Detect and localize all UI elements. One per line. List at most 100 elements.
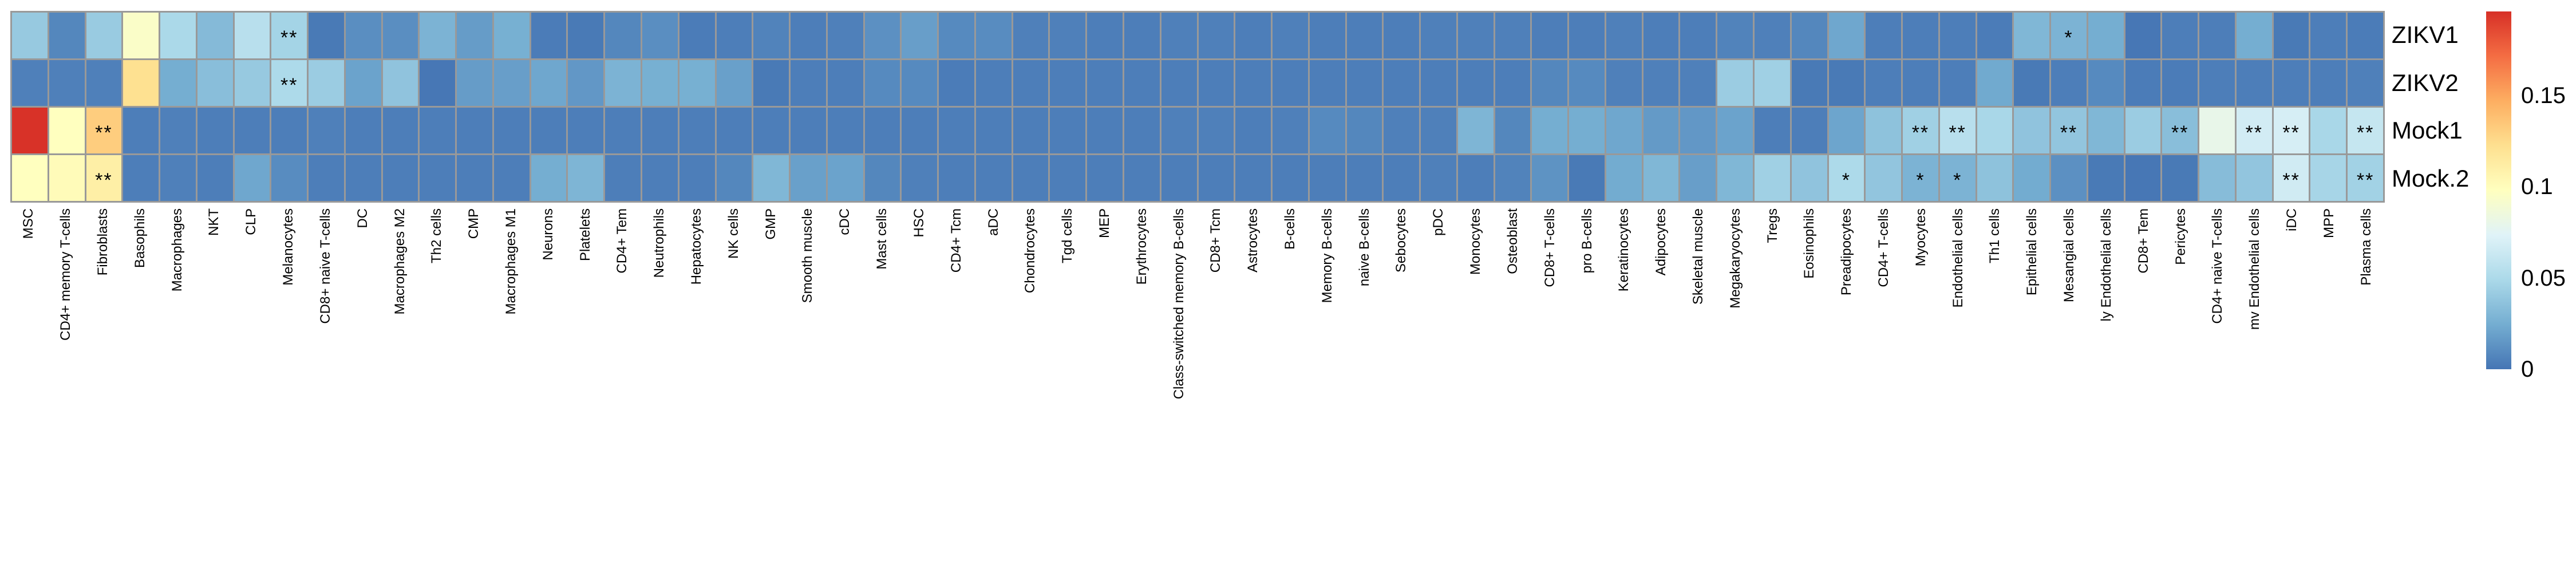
heatmap-cell: *: [1939, 155, 1976, 201]
heatmap-cell: [1013, 60, 1049, 106]
colorbar-tick-label: 0.15: [2521, 82, 2566, 108]
column-label-slot: Epithelial cells: [2014, 208, 2051, 552]
column-label: Eosinophils: [1801, 208, 1818, 279]
column-label: CD4+ memory T-cells: [58, 208, 74, 341]
heatmap-cell: [642, 13, 678, 58]
heatmap-cell: [2014, 60, 2050, 106]
column-label-slot: B-cells: [1272, 208, 1309, 552]
column-label-slot: Macrophages M1: [493, 208, 530, 552]
heatmap-cell: [1050, 108, 1086, 153]
column-label-slot: Hepatocytes: [678, 208, 716, 552]
heatmap-cell: [2273, 13, 2309, 58]
heatmap-cell: [1866, 155, 1902, 201]
heatmap-cell: [2088, 108, 2124, 153]
heatmap-cell: [1198, 13, 1234, 58]
heatmap-cell: [1421, 155, 1456, 201]
column-label-slot: Myocytes: [1902, 208, 1939, 552]
heatmap-cell: [2125, 155, 2161, 201]
heatmap-cell: [1791, 108, 1827, 153]
heatmap-cell: [1309, 60, 1345, 106]
column-label-slot: Endothelial cells: [1939, 208, 1977, 552]
heatmap-cell: [568, 108, 604, 153]
heatmap-cell: [827, 108, 863, 153]
column-label: B-cells: [1282, 208, 1298, 250]
heatmap-cell: [2162, 155, 2198, 201]
heatmap-cell: [716, 13, 752, 58]
heatmap-cell: [716, 108, 752, 153]
heatmap-cell: [160, 155, 196, 201]
heatmap-cell: [902, 60, 938, 106]
column-label-slot: Keratinocytes: [1606, 208, 1643, 552]
heatmap-cell: [1903, 60, 1938, 106]
heatmap-cell: [420, 13, 456, 58]
heatmap-cell: [939, 13, 974, 58]
heatmap-cell: [1643, 60, 1679, 106]
heatmap-cell: [2014, 108, 2050, 153]
heatmap-cell: [2348, 13, 2383, 58]
significance-marker: **: [95, 122, 113, 144]
column-label: Memory B-cells: [1319, 208, 1335, 303]
heatmap-cell: [1309, 13, 1345, 58]
heatmap-cell: [753, 108, 789, 153]
heatmap-cell: [902, 108, 938, 153]
heatmap-cell: [605, 60, 641, 106]
heatmap-cell: [864, 60, 900, 106]
heatmap-cell: **: [271, 60, 307, 106]
heatmap-cell: [2199, 13, 2235, 58]
significance-marker: **: [2282, 169, 2300, 191]
heatmap-cell: [493, 108, 530, 153]
column-label-slot: Neurons: [530, 208, 567, 552]
column-label: CD4+ T-cells: [1876, 208, 1892, 287]
heatmap-cell: [1087, 13, 1123, 58]
heatmap-cell: [309, 108, 344, 153]
column-label: ly Endothelial cells: [2098, 208, 2114, 322]
column-label-slot: Monocytes: [1457, 208, 1495, 552]
heatmap-cell: [1161, 60, 1197, 106]
column-label-slot: CD4+ memory T-cells: [48, 208, 85, 552]
column-label: MPP: [2321, 208, 2337, 239]
colorbar-gradient: [2486, 11, 2511, 369]
heatmap-cell: [49, 108, 85, 153]
significance-marker: *: [2064, 27, 2073, 49]
heatmap-cell: [531, 155, 567, 201]
heatmap-cell: [1457, 108, 1494, 153]
heatmap-cell: [1087, 155, 1123, 201]
heatmap-cell: [457, 155, 492, 201]
column-label: DC: [354, 208, 370, 228]
heatmap-cell: [345, 108, 381, 153]
column-label-slot: CD4+ T-cells: [1866, 208, 1903, 552]
column-label: Plasma cells: [2358, 208, 2374, 286]
heatmap-cell: [1346, 60, 1382, 106]
heatmap-cell: **: [2273, 155, 2309, 201]
column-label: Smooth muscle: [800, 208, 816, 303]
column-label: Adipocytes: [1653, 208, 1669, 276]
column-label: naive B-cells: [1356, 208, 1372, 287]
heatmap-cell: **: [2236, 108, 2272, 153]
heatmap-cell: [1457, 155, 1494, 201]
column-label: Megakaryocytes: [1727, 208, 1743, 309]
column-label-slot: HSC: [901, 208, 938, 552]
column-label-slot: ly Endothelial cells: [2088, 208, 2125, 552]
column-label: Macrophages M2: [392, 208, 408, 315]
column-label-slot: Plasma cells: [2348, 208, 2385, 552]
heatmap-cell: [1866, 108, 1902, 153]
heatmap-cell: [939, 108, 974, 153]
heatmap-cell: [86, 13, 122, 58]
row-label: Mock.2: [2392, 165, 2470, 192]
column-label-slot: Erythrocytes: [1123, 208, 1160, 552]
heatmap-cell: [716, 155, 752, 201]
column-label: iDC: [2283, 208, 2300, 231]
column-label-slot: CD8+ Tcm: [1198, 208, 1235, 552]
heatmap-cell: [49, 13, 85, 58]
heatmap-cell: [1903, 13, 1938, 58]
heatmap-cell: [2199, 108, 2235, 153]
column-label: MEP: [1096, 208, 1112, 239]
column-label: Endothelial cells: [1950, 208, 1966, 308]
column-label: aDC: [985, 208, 1001, 236]
heatmap-cell: [493, 13, 530, 58]
column-label: Pericytes: [2172, 208, 2188, 265]
significance-marker: **: [2282, 122, 2300, 144]
heatmap-cell: [493, 60, 530, 106]
heatmap-cell: [1161, 13, 1197, 58]
column-label-slot: CD8+ naive T-cells: [307, 208, 345, 552]
